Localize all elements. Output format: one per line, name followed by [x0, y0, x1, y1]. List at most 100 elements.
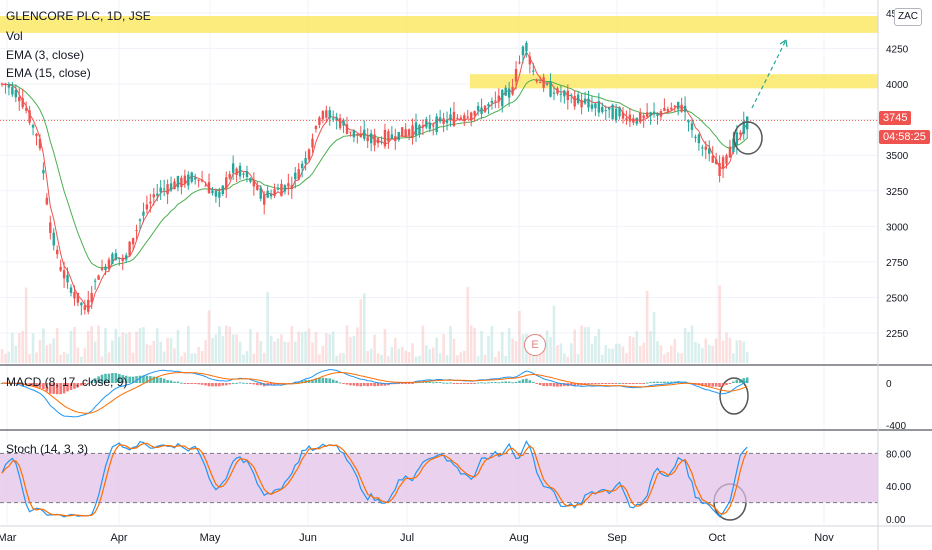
stoch-d-line: [1, 442, 748, 517]
candle-body: [397, 131, 400, 141]
ema-slow-line: [1, 79, 748, 269]
volume-bar: [421, 325, 425, 363]
macd-histogram-bar: [349, 383, 352, 386]
candle-body: [242, 173, 245, 175]
candle-body: [507, 88, 511, 98]
volume-legend[interactable]: Vol: [6, 29, 23, 43]
candle-body: [542, 77, 545, 88]
candle-body: [687, 120, 690, 123]
volume-bar: [138, 327, 142, 363]
candle-body: [176, 176, 180, 188]
candle-body: [21, 98, 24, 108]
macd-histogram-bar: [238, 382, 242, 384]
macd-histogram-bar: [121, 375, 125, 383]
macd-histogram-bar: [176, 381, 180, 383]
macd-histogram-bar: [628, 383, 632, 385]
macd-histogram-bar: [545, 383, 549, 387]
macd-histogram-bar: [618, 382, 621, 384]
candle-body: [114, 253, 118, 260]
candle-body: [708, 148, 711, 154]
macd-histogram-bar: [528, 380, 532, 383]
candle-body: [287, 183, 290, 187]
macd-histogram-bar: [97, 376, 100, 383]
volume-bar: [721, 340, 725, 363]
macd-histogram-bar: [59, 383, 62, 395]
macd-pane: [0, 368, 749, 418]
candle-body: [183, 175, 187, 184]
macd-histogram-bar: [611, 383, 614, 384]
candle-body: [463, 115, 466, 122]
macd-histogram-bar: [166, 380, 169, 383]
macd-histogram-bar: [542, 383, 545, 387]
volume-bars: [0, 285, 749, 363]
volume-bar: [80, 356, 83, 363]
currency-badge[interactable]: ZAC: [894, 8, 922, 26]
volume-bar: [656, 341, 659, 363]
projection-arrow: [751, 39, 788, 109]
macd-histogram-bar: [83, 383, 87, 385]
volume-bar: [463, 350, 466, 363]
volume-bar: [17, 333, 21, 363]
candle-body: [93, 280, 97, 282]
macd-histogram-bar: [707, 383, 711, 387]
macd-histogram-bar: [632, 383, 635, 385]
volume-bar: [0, 349, 4, 363]
symbol-title[interactable]: GLENCORE PLC, 1D, JSE: [6, 9, 151, 23]
volume-bar: [425, 345, 428, 363]
macd-histogram-bar: [224, 383, 228, 386]
volume-bar: [238, 341, 242, 363]
candle-body: [166, 184, 169, 195]
macd-legend[interactable]: MACD (8, 17, close, 9): [6, 375, 128, 389]
candle-body: [194, 177, 197, 180]
ema-fast-legend[interactable]: EMA (3, close): [6, 48, 85, 62]
volume-bar: [273, 341, 276, 363]
candle-body: [746, 116, 749, 130]
macd-tick-label: 0: [886, 379, 892, 390]
candle-body: [31, 124, 35, 128]
candle-body: [501, 89, 504, 107]
candle-body: [42, 169, 45, 174]
candle-body: [269, 194, 273, 197]
volume-bar: [173, 348, 176, 363]
volume-bar: [411, 343, 414, 363]
candle-body: [87, 299, 90, 312]
stoch-legend[interactable]: Stoch (14, 3, 3): [6, 442, 89, 456]
macd-histogram-bar: [407, 383, 411, 384]
candle-body: [149, 201, 152, 204]
macd-histogram-bar: [404, 383, 407, 384]
volume-bar: [459, 352, 463, 363]
candle-body: [625, 118, 628, 120]
candle-body: [311, 138, 314, 148]
volume-bar: [104, 327, 107, 363]
macd-histogram-bar: [204, 383, 207, 386]
volume-bar: [328, 334, 332, 363]
volume-bar: [666, 352, 670, 363]
macd-histogram-bar: [111, 373, 114, 383]
volume-bar: [635, 331, 639, 363]
candle-body: [138, 219, 142, 221]
earnings-icon[interactable]: E: [524, 334, 546, 356]
macd-histogram-bar: [445, 382, 449, 384]
macd-histogram-bar: [563, 383, 566, 387]
price-tick-label: 2750: [886, 258, 909, 269]
candle-body: [135, 230, 138, 232]
ema-slow-legend[interactable]: EMA (15, close): [6, 66, 91, 80]
candle-body: [80, 302, 83, 306]
macd-signal-line: [2, 371, 748, 414]
macd-histogram-bar: [597, 383, 601, 384]
candle-body: [570, 95, 573, 97]
volume-bar: [590, 343, 594, 363]
volume-bar: [497, 351, 501, 363]
macd-histogram-bar: [218, 383, 221, 387]
candle-body: [38, 138, 42, 149]
macd-histogram-bar: [469, 383, 473, 384]
volume-bar: [155, 328, 159, 363]
volume-bar: [159, 341, 162, 363]
candle-body: [218, 191, 221, 198]
volume-bar: [252, 353, 256, 363]
volume-bar: [118, 336, 121, 363]
ema-fast-line: [1, 50, 748, 309]
volume-bar: [604, 345, 608, 363]
candle-body: [76, 292, 80, 303]
